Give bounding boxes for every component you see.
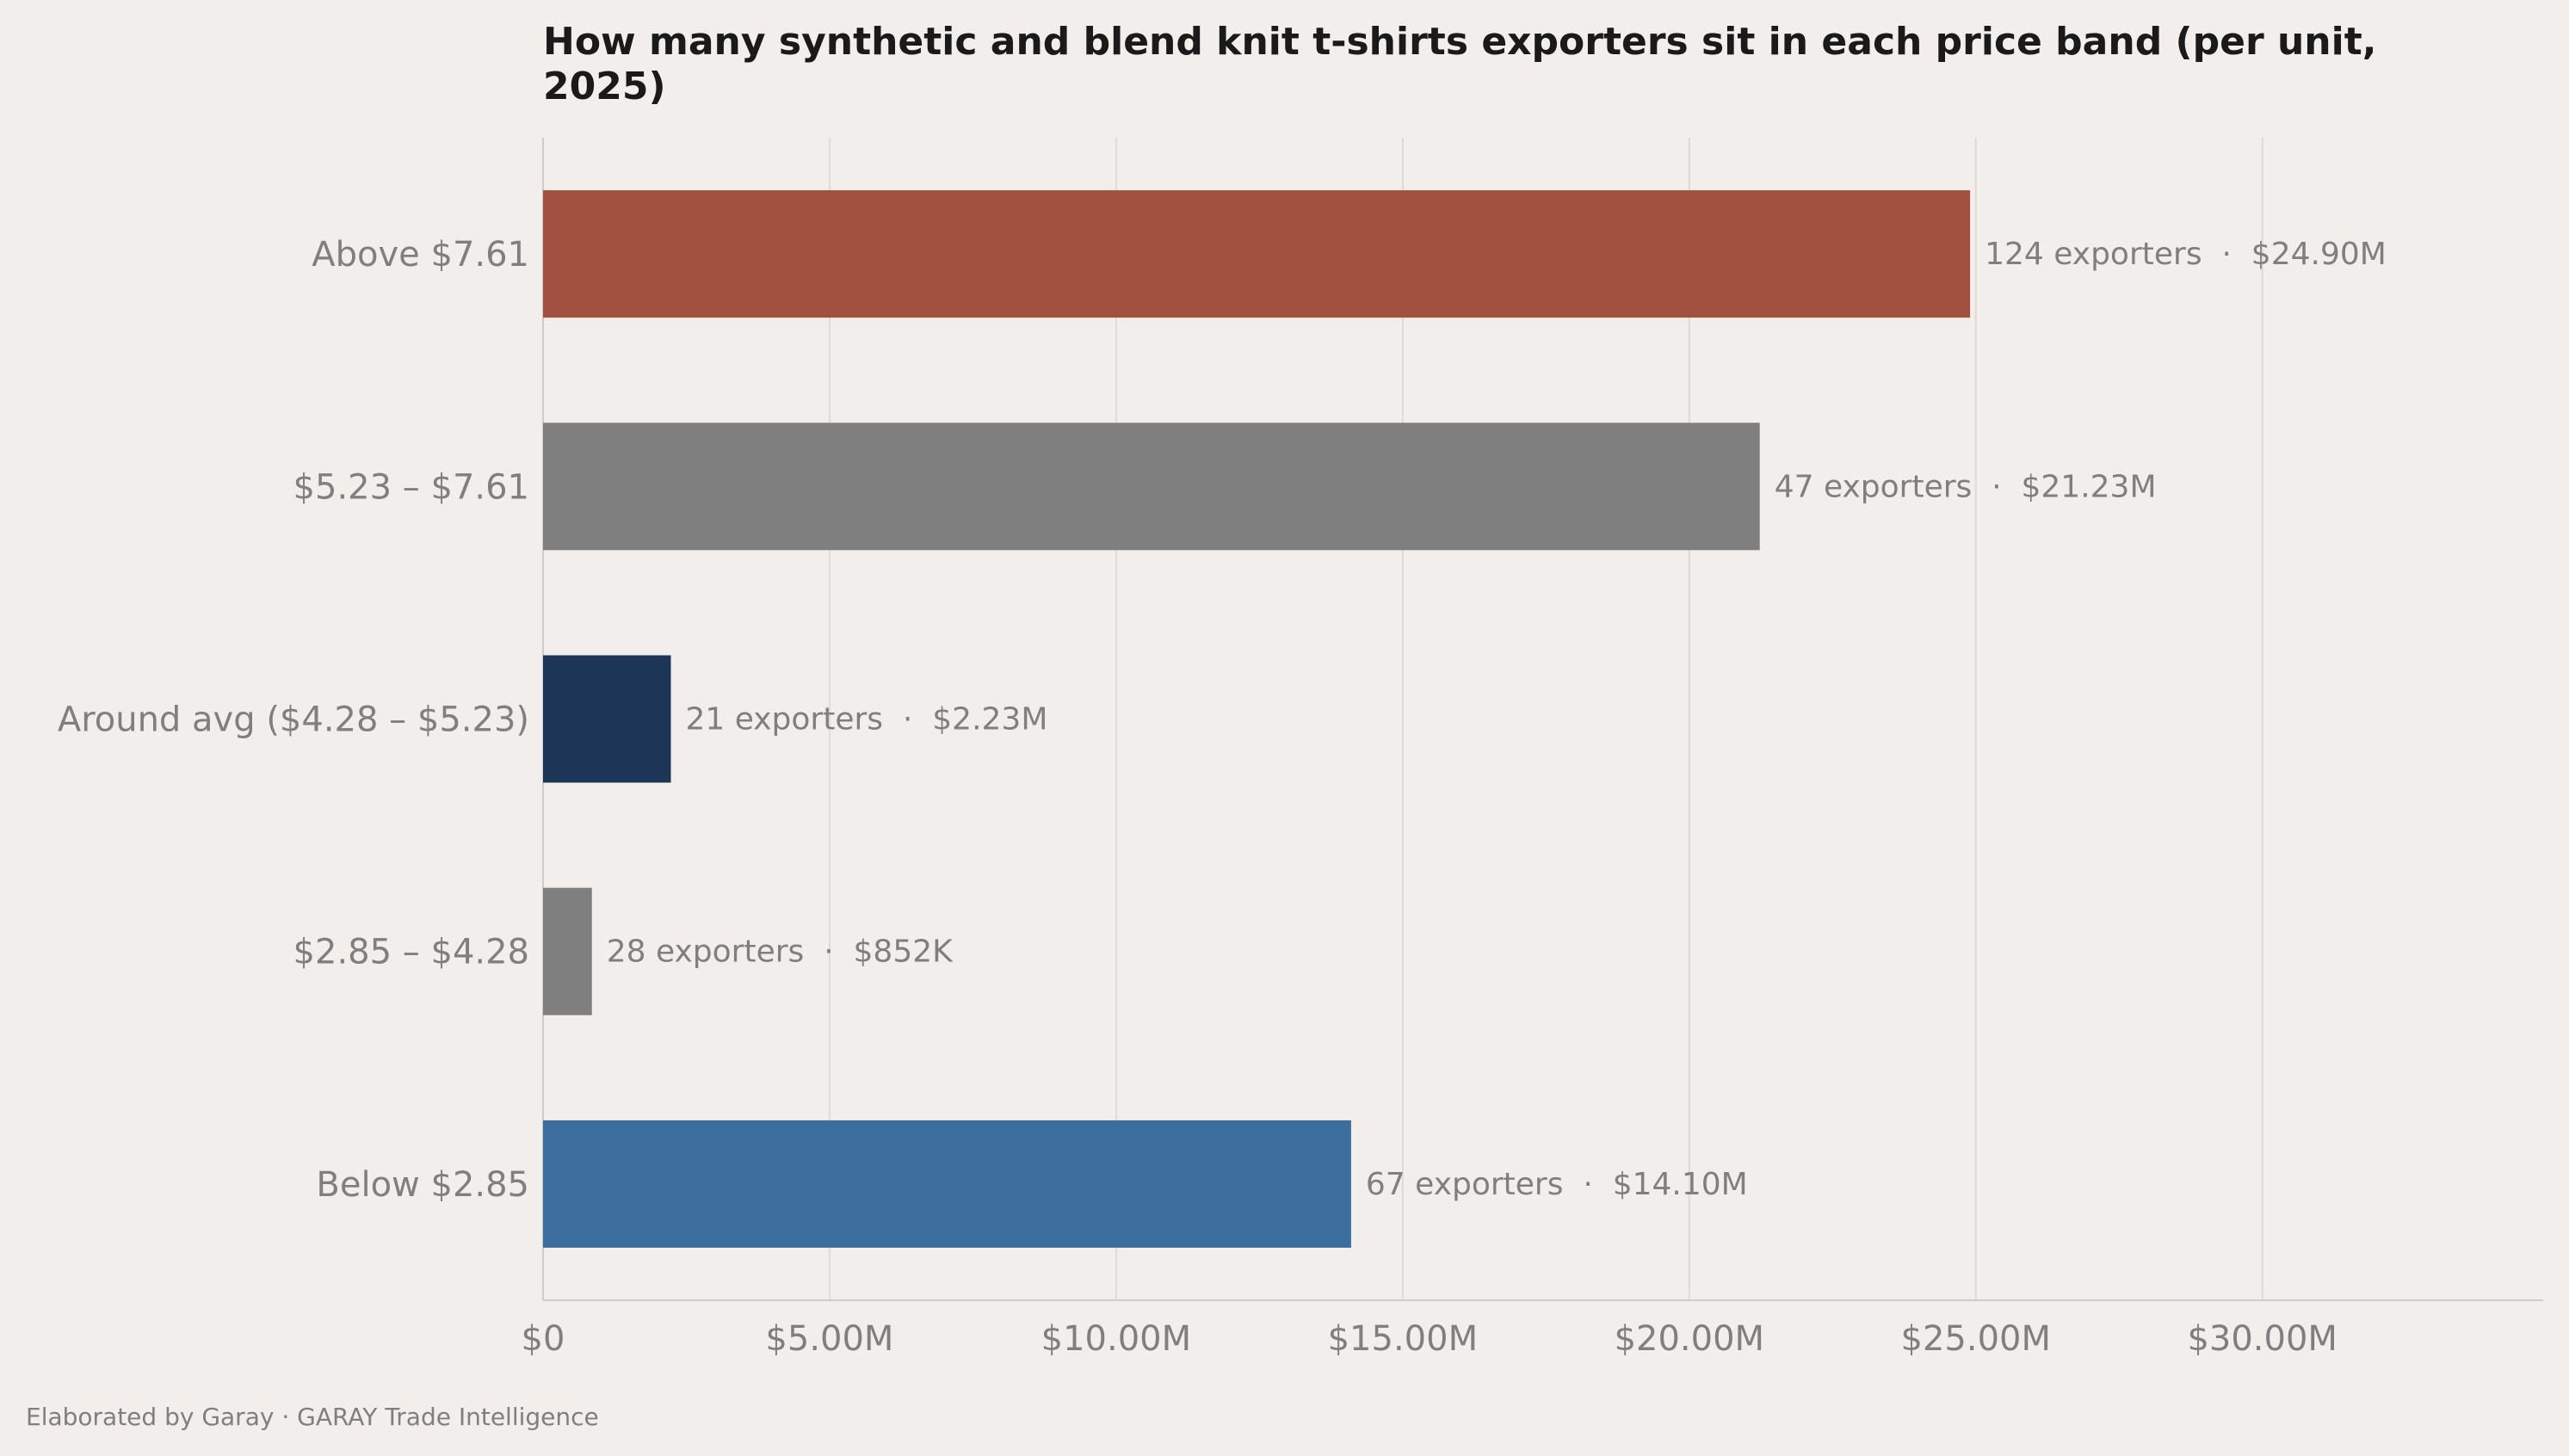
bar — [543, 655, 671, 783]
x-tick-label: $30.00M — [2187, 1319, 2337, 1359]
bar — [543, 1120, 1351, 1248]
bars — [543, 190, 1971, 1248]
chart-title: How many synthetic and blend knit t-shir… — [543, 20, 2390, 108]
bar — [543, 190, 1971, 318]
chart-title-line-1: How many synthetic and blend knit t-shir… — [543, 20, 2376, 64]
x-tick-label: $0 — [522, 1319, 565, 1359]
data-label: 47 exporters · $21.23M — [1775, 469, 2157, 504]
x-tick-label: $5.00M — [765, 1319, 893, 1359]
category-label: Around avg ($4.28 – $5.23) — [58, 700, 529, 740]
category-label: $2.85 – $4.28 — [293, 933, 529, 972]
data-label: 21 exporters · $2.23M — [685, 702, 1047, 737]
x-tick-label: $10.00M — [1041, 1319, 1191, 1359]
labels: $0 $5.00M $10.00M $15.00M $20.00M $25.00M $30.… — [58, 235, 2387, 1359]
grid-lines — [828, 138, 2263, 1300]
bar — [543, 887, 592, 1015]
data-label: 67 exporters · $14.10M — [1366, 1167, 1748, 1202]
bar — [543, 423, 1760, 551]
x-tick-label: $15.00M — [1328, 1319, 1478, 1359]
category-label: Below $2.85 — [316, 1165, 529, 1205]
footer-credit: Elaborated by Garay · GARAY Trade Intell… — [26, 1403, 599, 1431]
data-label: 28 exporters · $852K — [607, 935, 954, 970]
chart-title-line-2: 2025) — [543, 65, 666, 108]
category-label: $5.23 – $7.61 — [293, 467, 529, 507]
x-tick-label: $20.00M — [1615, 1319, 1764, 1359]
data-label: 124 exporters · $24.90M — [1985, 237, 2387, 272]
category-label: Above $7.61 — [312, 235, 529, 275]
x-tick-label: $25.00M — [1901, 1319, 2051, 1359]
